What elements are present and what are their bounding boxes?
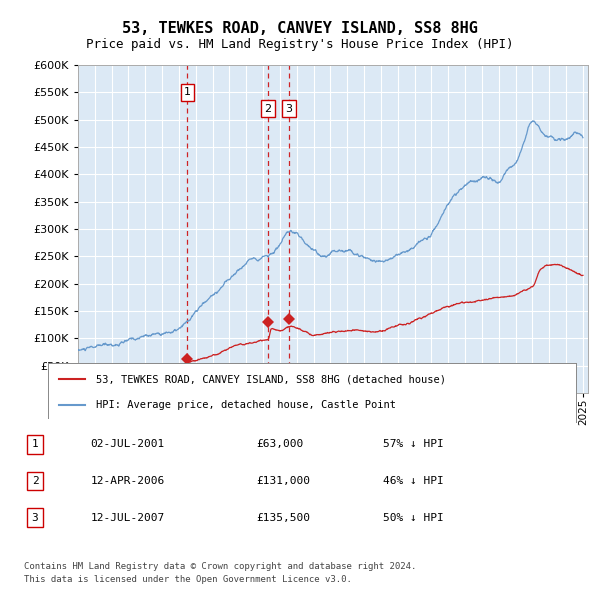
Text: £63,000: £63,000 [256,439,303,449]
Text: 3: 3 [286,104,292,114]
Text: 2: 2 [264,104,271,114]
Text: 46% ↓ HPI: 46% ↓ HPI [383,476,443,486]
Text: 53, TEWKES ROAD, CANVEY ISLAND, SS8 8HG (detached house): 53, TEWKES ROAD, CANVEY ISLAND, SS8 8HG … [95,375,446,384]
Text: 57% ↓ HPI: 57% ↓ HPI [383,439,443,449]
Text: 3: 3 [32,513,38,523]
Text: £135,500: £135,500 [256,513,310,523]
Text: 50% ↓ HPI: 50% ↓ HPI [383,513,443,523]
Text: £131,000: £131,000 [256,476,310,486]
Text: 02-JUL-2001: 02-JUL-2001 [90,439,164,449]
Text: 2: 2 [32,476,38,486]
Text: 1: 1 [184,87,191,97]
Text: This data is licensed under the Open Government Licence v3.0.: This data is licensed under the Open Gov… [24,575,352,584]
Text: Contains HM Land Registry data © Crown copyright and database right 2024.: Contains HM Land Registry data © Crown c… [24,562,416,571]
Text: 12-JUL-2007: 12-JUL-2007 [90,513,164,523]
Text: HPI: Average price, detached house, Castle Point: HPI: Average price, detached house, Cast… [95,401,395,410]
Text: Price paid vs. HM Land Registry's House Price Index (HPI): Price paid vs. HM Land Registry's House … [86,38,514,51]
Text: 12-APR-2006: 12-APR-2006 [90,476,164,486]
Text: 53, TEWKES ROAD, CANVEY ISLAND, SS8 8HG: 53, TEWKES ROAD, CANVEY ISLAND, SS8 8HG [122,21,478,35]
Text: 1: 1 [32,439,38,449]
